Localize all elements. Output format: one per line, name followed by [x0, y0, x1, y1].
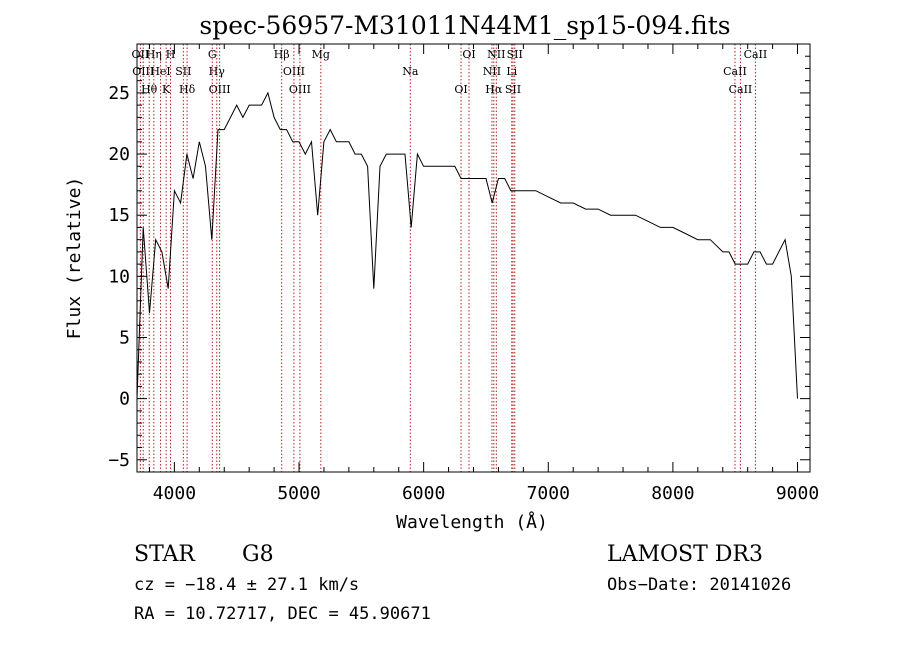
y-tick-label: 20 [108, 144, 130, 165]
line-marker-label: Li [506, 65, 517, 78]
y-tick-label: 5 [119, 327, 130, 348]
line-marker-label: Hα [485, 83, 503, 96]
spectral-line-markers [139, 44, 756, 472]
line-marker-label: SII [175, 65, 191, 78]
line-marker-label: Mg [312, 48, 330, 61]
x-tick-label: 9000 [776, 483, 819, 504]
line-marker-label: Hβ [274, 48, 290, 61]
line-marker-label: Hδ [179, 83, 196, 96]
x-tick-label: 6000 [402, 483, 445, 504]
redshift-velocity: cz = −18.4 ± 27.1 km/s [134, 575, 359, 595]
line-marker-label: NII [487, 48, 505, 61]
line-marker-label: CaII [744, 48, 768, 61]
line-marker-label: Hθ [141, 83, 158, 96]
line-marker-label: OI [462, 48, 475, 61]
line-marker-label: Hη [146, 48, 162, 61]
line-marker-label: HeI [150, 65, 170, 78]
line-marker-label: K [162, 83, 171, 96]
line-marker-label: SII [507, 48, 523, 61]
y-axis-ticks: −5 0 5 10 15 20 25 [108, 55, 810, 471]
y-tick-label: 15 [108, 205, 130, 226]
line-marker-label: Hγ [209, 65, 226, 78]
object-class: STAR [134, 542, 196, 567]
line-marker-label: CaII [723, 65, 747, 78]
line-marker-label: OIII [209, 83, 231, 96]
y-tick-label: 0 [119, 389, 130, 410]
coordinates: RA = 10.72717, DEC = 45.90671 [134, 604, 431, 624]
line-marker-label: SII [505, 83, 521, 96]
line-marker-label: G [208, 48, 217, 61]
y-axis-label: Flux (relative) [64, 177, 85, 340]
x-tick-label: 8000 [651, 483, 694, 504]
survey-name: LAMOST DR3 [607, 542, 763, 567]
y-tick-label: −5 [108, 450, 130, 471]
chart-title: spec-56957-M31011N44M1_sp15-094.fits [199, 11, 730, 40]
x-tick-label: 7000 [527, 483, 570, 504]
spectral-line-labels: OIIOIIIHθHηHeIKHSIIHδGHγOIIIHβOIIIOIIIMg… [132, 48, 768, 96]
object-subclass: G8 [242, 542, 274, 567]
x-axis-ticks: 4000 5000 6000 7000 8000 9000 [148, 44, 819, 504]
x-tick-label: 4000 [153, 483, 196, 504]
line-marker-label: CaII [729, 83, 753, 96]
line-marker-label: OII [132, 48, 150, 61]
line-marker-label: H [166, 48, 176, 61]
line-marker-label: OI [454, 83, 467, 96]
y-tick-label: 25 [108, 83, 130, 104]
x-axis-label: Wavelength (Å) [396, 511, 548, 533]
line-marker-label: OIII [289, 83, 311, 96]
y-tick-label: 10 [108, 266, 130, 287]
line-marker-label: NII [483, 65, 501, 78]
x-tick-label: 5000 [277, 483, 320, 504]
observation-date: Obs−Date: 20141026 [607, 575, 791, 595]
line-marker-label: Na [402, 65, 419, 78]
spectrum-line [136, 91, 798, 399]
line-marker-label: OIII [283, 65, 305, 78]
